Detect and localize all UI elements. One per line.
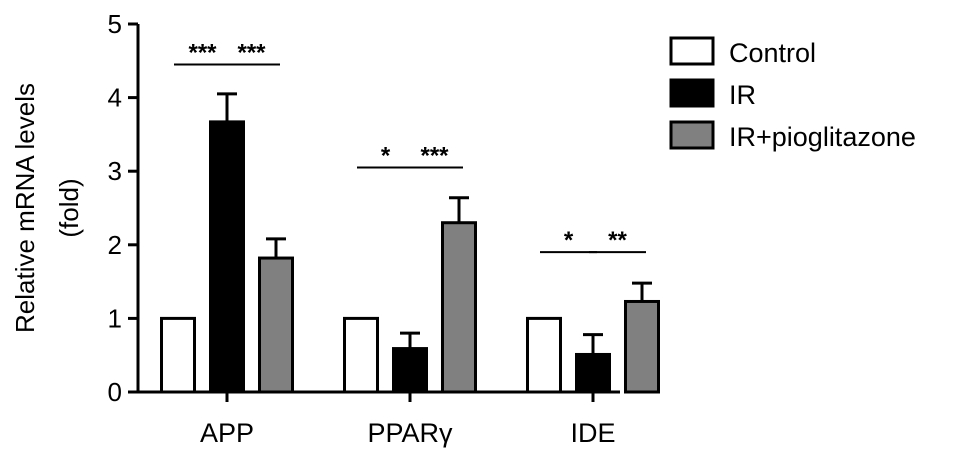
- y-tick-label: 0: [108, 377, 122, 407]
- bars: [160, 92, 660, 394]
- bar: [343, 316, 379, 394]
- legend: Control IR IR+pioglitazone: [669, 36, 916, 152]
- significance-stars: **: [608, 227, 627, 254]
- y-tick-label: 3: [108, 156, 122, 186]
- legend-swatch: [669, 120, 715, 150]
- y-tick-label: 4: [108, 83, 122, 113]
- significance-stars: ***: [237, 39, 266, 66]
- legend-label: IR+pioglitazone: [729, 122, 916, 152]
- significance-stars: *: [381, 143, 391, 170]
- significance-stars: ***: [420, 143, 449, 170]
- y-axis-title-line1: Relative mRNA levels: [10, 83, 40, 333]
- legend-swatch: [669, 36, 715, 66]
- y-tick-label: 2: [108, 230, 122, 260]
- significance-markers: *** **** **** **: [174, 39, 646, 254]
- x-tick-label: IDE: [570, 418, 615, 448]
- bar: [258, 256, 294, 394]
- legend-label: IR: [729, 80, 756, 110]
- y-tick-label: 5: [108, 9, 122, 39]
- legend-label: Control: [729, 38, 816, 68]
- bar: [209, 120, 245, 394]
- y-axis-title-line2: (fold): [54, 178, 84, 237]
- significance-stars: ***: [188, 39, 217, 66]
- bar: [392, 347, 428, 394]
- x-tick-label: PPARγ: [367, 418, 453, 448]
- significance-stars: *: [564, 227, 574, 254]
- bar: [624, 299, 660, 394]
- bar: [575, 352, 611, 394]
- legend-swatch: [669, 78, 715, 108]
- bar: [441, 221, 477, 394]
- bar: [526, 316, 562, 394]
- y-axis-title: Relative mRNA levels (fold): [10, 83, 84, 333]
- x-tick-label: APP: [200, 418, 254, 448]
- bar: [160, 316, 196, 394]
- y-tick-label: 1: [108, 303, 122, 333]
